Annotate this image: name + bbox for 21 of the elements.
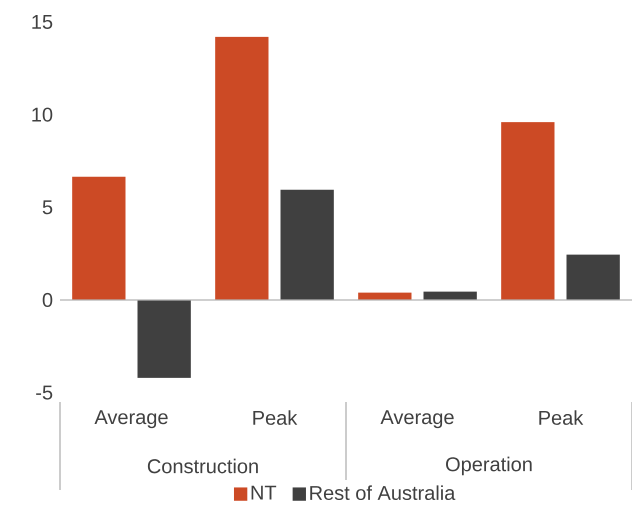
legend-label: NT bbox=[252, 486, 276, 500]
bar bbox=[358, 292, 412, 300]
bar bbox=[72, 176, 126, 300]
bar bbox=[138, 300, 191, 378]
x-tick-label: Average bbox=[94, 410, 168, 428]
bar bbox=[566, 254, 620, 300]
text: Construction bbox=[148, 458, 258, 474]
bar bbox=[501, 122, 554, 300]
x-tick-label: Average bbox=[380, 410, 454, 428]
x-tick-label: Peak bbox=[253, 410, 298, 425]
bar bbox=[280, 190, 334, 300]
text: Operation bbox=[446, 456, 532, 476]
y-tick-label: 5 bbox=[42, 200, 52, 214]
y-tick-label: 15 bbox=[32, 15, 52, 29]
y-tick-label: 10 bbox=[32, 108, 52, 122]
y-tick-label: 0 bbox=[42, 292, 52, 308]
y-tick-label: -5 bbox=[36, 386, 52, 400]
x-tick-label: Peak bbox=[539, 410, 584, 425]
legend-label: Rest of Australia bbox=[310, 485, 456, 500]
bar bbox=[424, 292, 477, 300]
bar bbox=[215, 36, 269, 300]
